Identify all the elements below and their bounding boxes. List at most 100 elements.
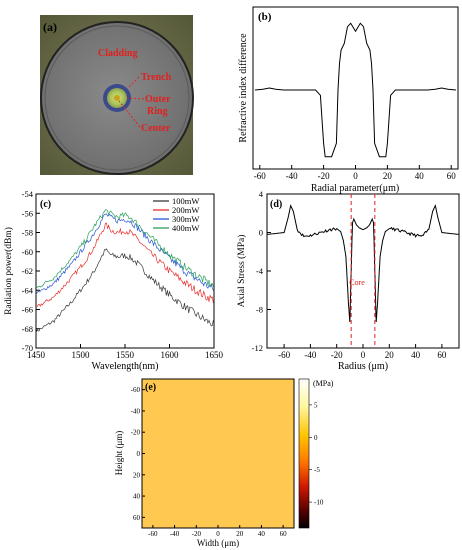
series-line	[35, 213, 214, 295]
colorbar	[298, 378, 310, 529]
colorbar-tick-label: 0	[314, 434, 318, 442]
x-ticks: -60 -40 -20 0 20 40 60	[254, 165, 456, 181]
x-tick-label: -20	[192, 530, 202, 538]
colorbar-ticks: 5 0 -5 -10	[309, 401, 324, 507]
x-tick-label: 0	[216, 530, 220, 538]
annot-trench: Trench	[141, 72, 172, 83]
x-tick-label: 1450	[27, 350, 46, 360]
panel-label: (d)	[270, 199, 282, 210]
legend-label: 300mW	[172, 214, 199, 224]
x-tick-label: 40	[411, 350, 421, 360]
x-tick-label: 1600	[161, 350, 180, 360]
x-axis-label: Width (μm)	[197, 538, 239, 548]
y-tick-label: -54	[22, 189, 34, 199]
y-tick-label: 4	[259, 189, 264, 199]
panel-label: (b)	[258, 11, 272, 23]
x-tick-label: 60	[280, 530, 288, 538]
x-tick-label: 20	[236, 530, 244, 538]
x-axis-label: Radius (μm)	[338, 361, 388, 372]
panel-b: (b) -60 -40 -20 0 20 40 60 Radial parameter(μm…	[238, 6, 459, 194]
series-line	[35, 248, 214, 334]
plot-frame	[266, 193, 460, 349]
y-tick-label: -60	[131, 386, 141, 394]
y-axis-label: Refractive index difference	[238, 33, 249, 143]
fiber-edge-ring	[44, 25, 190, 171]
colorbar-tick-label: -5	[314, 466, 320, 474]
index-profile-curve	[254, 22, 457, 158]
y-tick-label: -20	[131, 429, 141, 437]
x-tick-label: -60	[254, 171, 266, 181]
fiber-center	[114, 95, 120, 101]
legend-label: 400mW	[172, 223, 199, 233]
y-tick-label: -62	[22, 266, 33, 276]
legend-label: 200mW	[172, 205, 199, 215]
x-tick-label: -40	[170, 530, 180, 538]
panel-label: (c)	[40, 199, 51, 210]
y-tick-label: 60	[133, 514, 141, 522]
panel-a: (a) Cladding Trench Outer Ring Center	[40, 15, 194, 175]
y-tick-label: -4	[256, 266, 264, 276]
annot-center: Center	[141, 123, 171, 134]
annot-outer: Outer	[145, 94, 171, 105]
axis-ticks: 1450 1500 1550 1600 1650 -54 -56 -58 -60 -62 -64 -6…	[22, 189, 224, 360]
y-tick-label: -56	[22, 208, 33, 218]
x-tick-label: 60	[447, 171, 457, 181]
x-tick-label: 20	[385, 350, 395, 360]
y-tick-label: 40	[133, 493, 141, 501]
x-tick-label: 1500	[72, 350, 91, 360]
series-line	[35, 222, 214, 307]
annot-ring: Ring	[147, 106, 168, 117]
x-tick-label: 20	[383, 171, 393, 181]
panel-label: (e)	[145, 382, 156, 393]
x-tick-label: 40	[258, 530, 266, 538]
y-axis-label: Height (μm)	[114, 431, 124, 476]
x-tick-label: -60	[148, 530, 158, 538]
x-tick-label: -40	[286, 171, 298, 181]
map-background	[142, 379, 294, 528]
colorbar-unit: (MPa)	[313, 379, 334, 388]
series-line	[35, 209, 214, 289]
y-tick-label: -70	[22, 343, 33, 353]
y-axis-label: Radiation power(dBm)	[3, 227, 14, 315]
stress-curve	[266, 204, 460, 323]
colorbar-tick-label: -10	[314, 499, 324, 507]
x-tick-label: -60	[278, 350, 290, 360]
x-axis-label: Wavelength(nm)	[92, 361, 159, 372]
annot-leaders	[118, 76, 145, 128]
y-tick-label: -8	[256, 305, 263, 315]
annot-core: Core	[349, 278, 365, 287]
panel-label: (a)	[43, 20, 57, 34]
x-tick-label: 60	[437, 350, 447, 360]
x-tick-label: 1650	[205, 350, 224, 360]
x-tick-label: 0	[353, 171, 358, 181]
y-tick-label: -68	[22, 324, 33, 334]
y-tick-label: -60	[22, 247, 33, 257]
x-axis-label: Radial parameter(μm)	[311, 183, 399, 194]
x-tick-label: -20	[318, 171, 330, 181]
core-boundaries	[350, 194, 376, 348]
panel-c: (c) 1450 1500 1550 1600 1650 -54 -56 -58 -60 -62 -…	[3, 189, 224, 372]
axis-ticks: -60 -40 -20 0 20 40 60 -60 -40 -20 0 20 40 60	[131, 386, 287, 538]
legend-label: 100mW	[172, 196, 199, 206]
y-tick-label: -66	[22, 305, 33, 315]
x-tick-label: 40	[415, 171, 425, 181]
colorbar-tick-label: 5	[314, 401, 318, 409]
y-tick-label: -40	[131, 407, 141, 415]
y-tick-label: 0	[259, 228, 263, 238]
spectra	[35, 209, 214, 334]
annot-cladding: Cladding	[98, 48, 137, 59]
y-tick-label: 20	[133, 471, 141, 479]
y-tick-label: -58	[22, 228, 33, 238]
x-tick-label: 1550	[116, 350, 135, 360]
x-tick-label: 0	[361, 350, 366, 360]
panel-e: (e) -60 -40 -20 0 20 40 60 -60 -40 -20 0 20 40 60 Wid…	[114, 378, 334, 548]
y-tick-label: 0	[137, 450, 141, 458]
y-tick-label: -64	[22, 285, 34, 295]
x-tick-label: -20	[331, 350, 343, 360]
x-tick-label: -40	[304, 350, 316, 360]
y-tick-label: -12	[252, 343, 263, 353]
